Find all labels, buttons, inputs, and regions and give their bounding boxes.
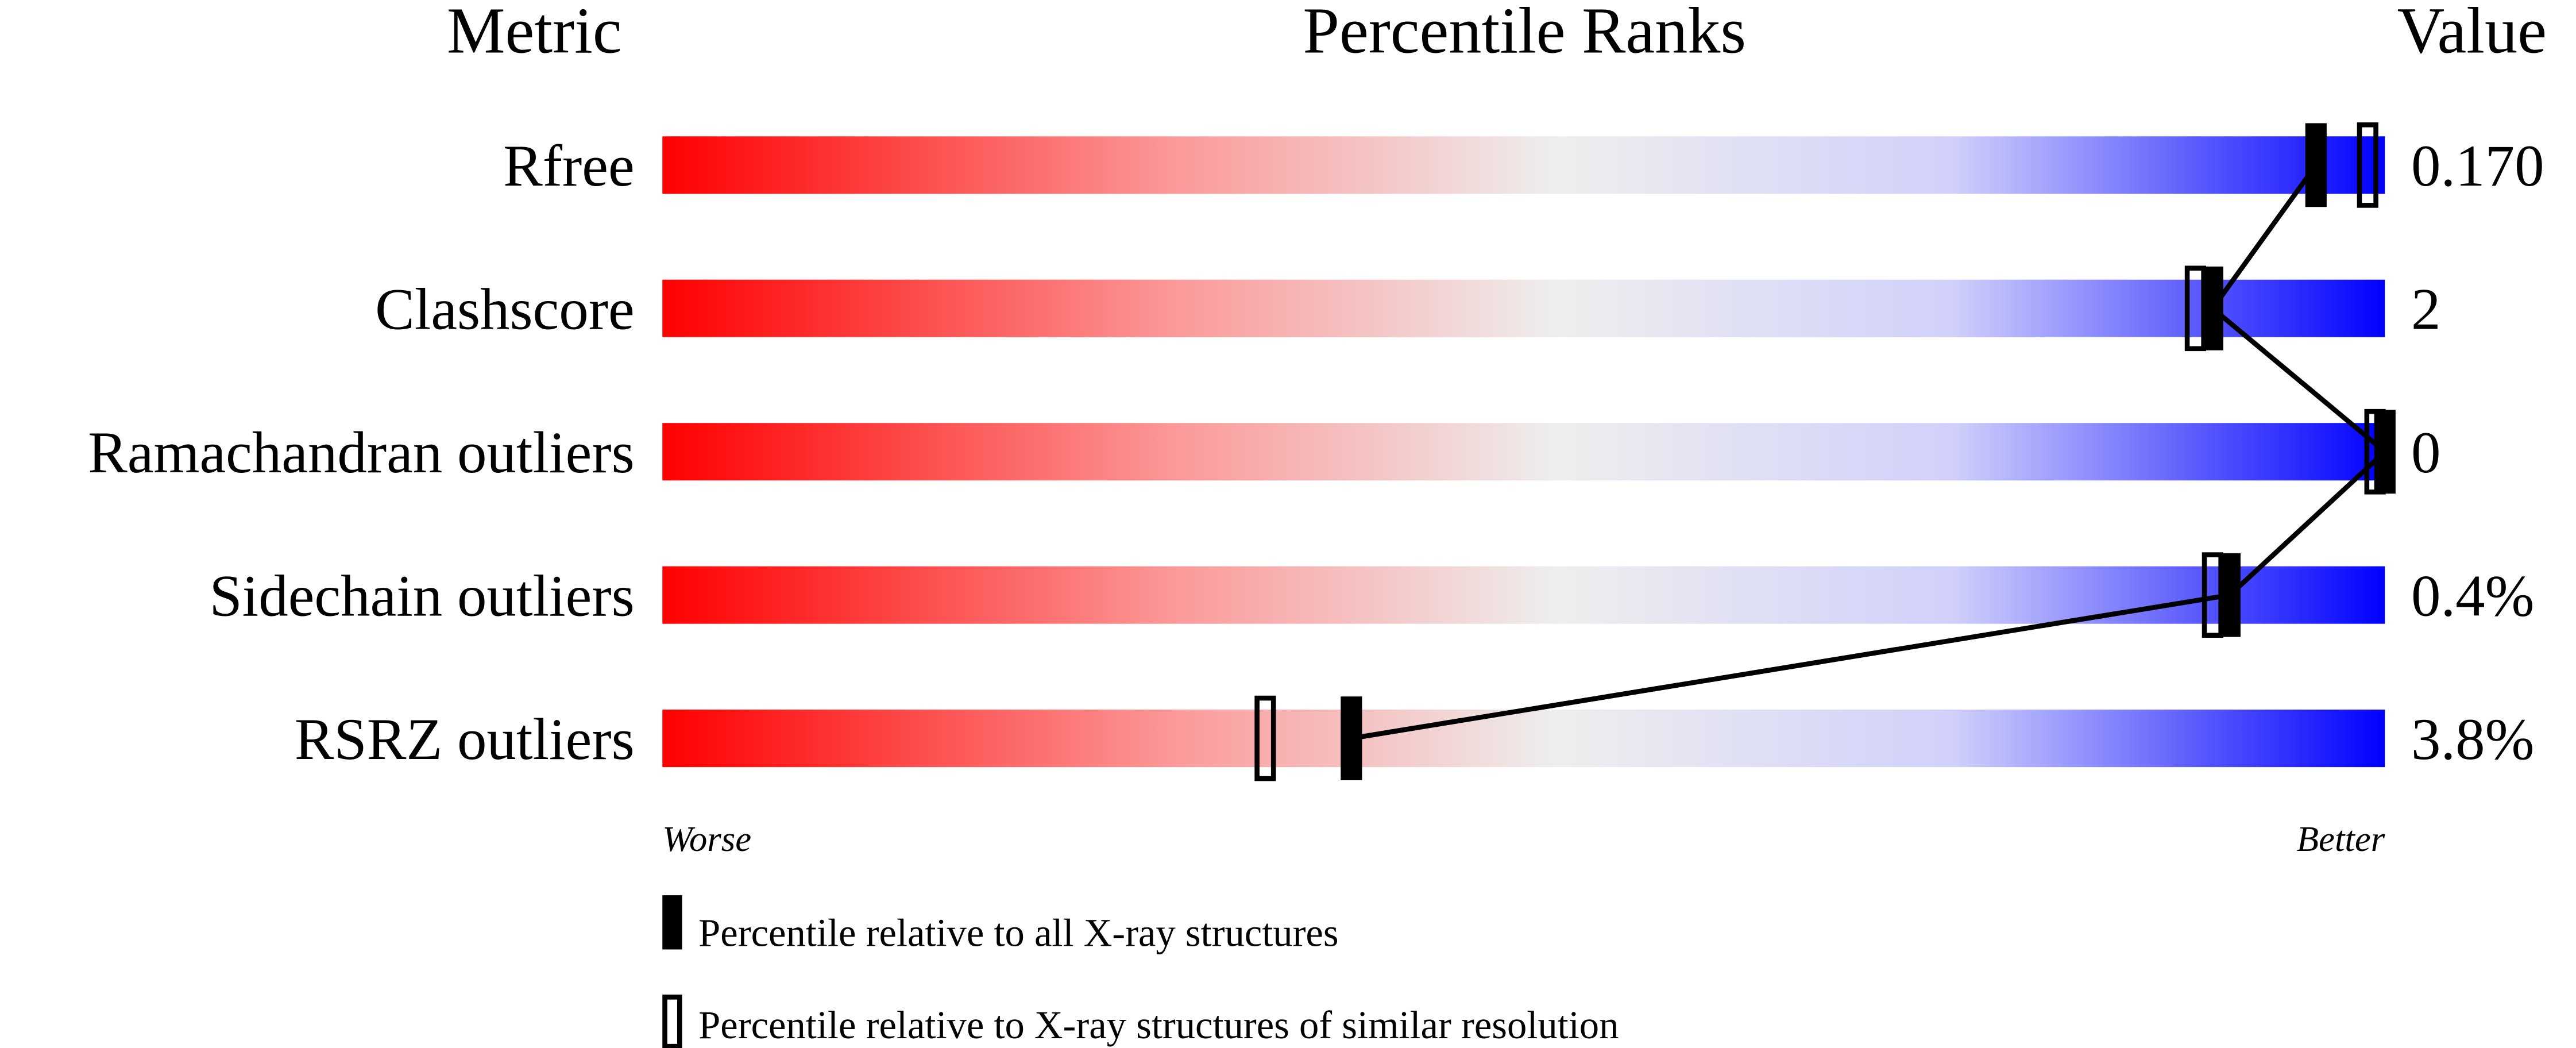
header-value: Value	[2397, 0, 2547, 67]
metric-value: 0.170	[2411, 133, 2544, 199]
worse-label: Worse	[662, 819, 751, 859]
marker-similar-resolution	[2357, 122, 2378, 208]
metric-value: 0	[2411, 420, 2440, 486]
marker-similar-resolution	[1254, 695, 1276, 781]
marker-all-structures	[1341, 696, 1362, 780]
metric-value: 0.4%	[2411, 563, 2534, 629]
metric-label: RSRZ outliers	[295, 707, 635, 772]
marker-all-structures	[2219, 553, 2241, 637]
better-label: Better	[2297, 819, 2385, 859]
marker-all-structures	[2202, 266, 2223, 350]
percentile-bar	[662, 566, 2385, 624]
legend-open-label: Percentile relative to X-ray structures …	[698, 1003, 1619, 1047]
percentile-bar	[662, 136, 2385, 194]
metric-label: Clashscore	[375, 277, 635, 342]
metric-label: Sidechain outliers	[209, 563, 634, 629]
percentile-bar	[662, 423, 2385, 481]
legend-open-marker	[662, 995, 682, 1048]
marker-all-structures	[2374, 410, 2396, 494]
metric-label: Rfree	[503, 133, 635, 199]
metric-label: Ramachandran outliers	[88, 420, 635, 486]
marker-similar-resolution	[2184, 265, 2206, 352]
percentile-bar	[662, 710, 2385, 768]
legend-filled-label: Percentile relative to all X-ray structu…	[698, 911, 1338, 955]
legend-filled-marker	[662, 895, 682, 950]
marker-all-structures	[2305, 123, 2327, 207]
metric-value: 2	[2411, 277, 2440, 342]
header-metric: Metric	[447, 0, 622, 67]
metric-value: 3.8%	[2411, 707, 2534, 772]
percentile-bar	[662, 279, 2385, 337]
header-percentile-ranks: Percentile Ranks	[1303, 0, 1746, 67]
marker-similar-resolution	[2202, 552, 2223, 638]
